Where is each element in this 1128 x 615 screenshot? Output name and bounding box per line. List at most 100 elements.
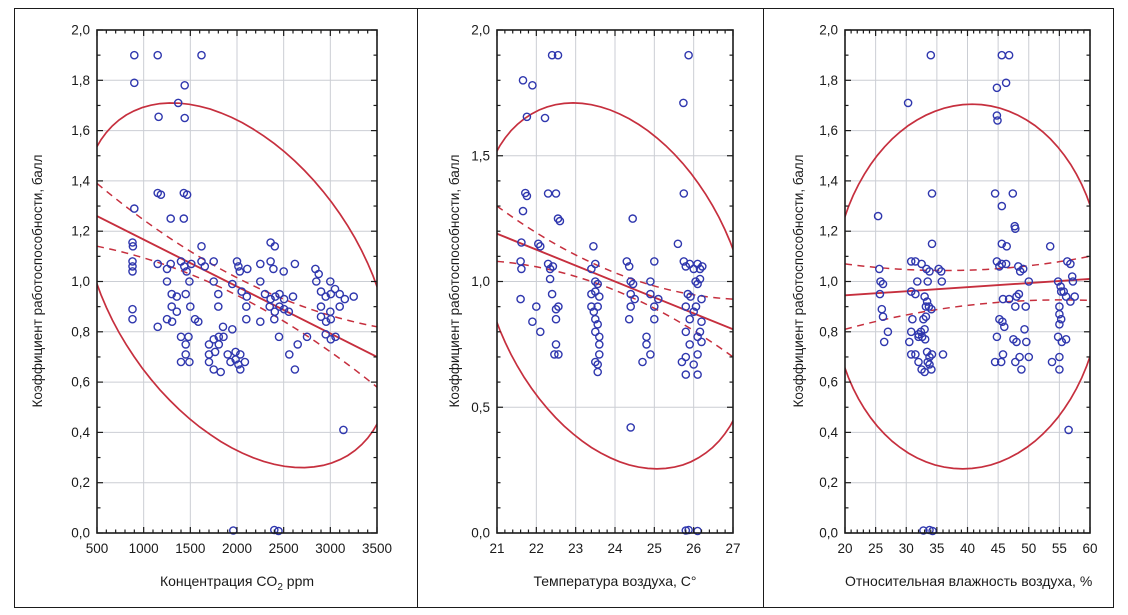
data-point	[316, 302, 326, 311]
data-point	[219, 332, 228, 342]
panel-humidity: 20 25 30 35 40 45 50 55 60 0,0 0,2 0,4 0,6 0,8 1,0 1,2 1…	[763, 8, 1114, 608]
data-point	[130, 50, 139, 60]
data-point	[873, 211, 883, 221]
data-point	[128, 238, 137, 247]
y-tick-label: 1,0	[71, 274, 90, 289]
data-point	[173, 98, 183, 108]
data-points	[873, 50, 1080, 536]
data-point	[908, 314, 917, 324]
x-tick-label: 55	[1052, 541, 1067, 556]
data-point	[927, 304, 936, 314]
data-point	[681, 327, 691, 337]
data-point	[266, 257, 275, 266]
data-point	[1056, 314, 1066, 324]
confidence-ellipse	[97, 102, 377, 469]
data-point	[166, 214, 175, 223]
data-point	[197, 50, 206, 60]
data-point	[990, 357, 1000, 367]
panel-divider-2	[763, 8, 764, 608]
data-point	[216, 367, 225, 377]
y-tick-label: 0,0	[819, 526, 838, 541]
data-point	[649, 302, 659, 311]
data-point	[517, 238, 526, 247]
data-point	[242, 264, 252, 274]
y-tick-label: 1,0	[471, 274, 490, 289]
data-point	[1055, 352, 1064, 362]
data-point	[1053, 332, 1063, 342]
panel-temperature: 21 22 23 24 25 26 27 0,0 0,5 1,0 1,5 2,0 Коэффициен…	[417, 8, 763, 608]
data-point	[877, 304, 887, 314]
data-point	[1021, 302, 1031, 311]
data-point	[184, 332, 193, 342]
data-point	[649, 314, 659, 324]
data-point	[326, 289, 336, 299]
data-point	[1013, 262, 1023, 271]
data-point	[998, 350, 1008, 359]
x-tick-label: 40	[960, 541, 975, 556]
x-tick-label: 24	[607, 541, 623, 556]
data-point	[589, 241, 598, 251]
data-point	[628, 214, 637, 223]
y-tick-label: 0,4	[819, 425, 838, 440]
data-point	[274, 332, 284, 342]
y-tick-label: 0,6	[71, 375, 90, 390]
data-point	[686, 292, 695, 301]
data-point	[528, 81, 537, 90]
data-point	[553, 214, 563, 223]
data-point	[209, 277, 218, 286]
data-point	[269, 264, 278, 274]
data-point	[554, 350, 563, 359]
tick-labels: 500 1000 1500 2000 2500 3000 3500 0,0 0,2 0,4 0,6 0…	[71, 23, 392, 557]
data-point	[593, 279, 602, 289]
data-point	[992, 83, 1002, 93]
data-point	[156, 190, 166, 199]
data-point	[536, 327, 545, 337]
data-point	[1010, 357, 1020, 367]
data-point	[182, 267, 191, 276]
data-point	[646, 277, 655, 286]
data-point	[624, 262, 634, 271]
data-point	[903, 98, 913, 108]
data-point	[693, 350, 702, 359]
data-point	[1055, 309, 1064, 319]
data-point	[626, 302, 635, 311]
data-point	[181, 340, 190, 349]
data-point	[1014, 289, 1024, 299]
data-point	[227, 324, 237, 334]
ci-band-lower	[497, 260, 733, 358]
data-point	[691, 277, 700, 286]
data-point	[1024, 277, 1034, 286]
data-point	[321, 317, 331, 327]
data-point	[242, 292, 252, 301]
data-point	[681, 302, 691, 311]
data-point	[937, 277, 947, 286]
data-point	[321, 329, 331, 339]
data-point	[293, 340, 303, 349]
data-point	[594, 332, 604, 342]
data-point	[130, 204, 139, 213]
data-point	[876, 277, 885, 286]
data-point	[545, 274, 555, 284]
data-point	[1004, 50, 1014, 60]
data-point	[532, 302, 541, 311]
confidence-ellipse	[497, 102, 733, 470]
y-tick-label: 0,8	[71, 324, 90, 339]
data-point	[998, 317, 1007, 327]
gridlines	[845, 30, 1090, 533]
data-point	[594, 350, 604, 359]
data-point	[693, 370, 702, 379]
data-point	[197, 241, 206, 251]
data-point	[904, 337, 914, 347]
data-point	[265, 302, 274, 311]
data-point	[938, 350, 948, 359]
data-point	[209, 334, 218, 344]
data-point	[554, 302, 563, 311]
data-point	[330, 284, 340, 294]
data-point	[182, 190, 192, 199]
data-point	[551, 314, 561, 324]
data-point	[926, 50, 936, 60]
data-point	[906, 327, 916, 337]
data-point	[920, 334, 930, 344]
data-point	[697, 262, 707, 271]
x-tick-label: 2000	[222, 541, 252, 556]
